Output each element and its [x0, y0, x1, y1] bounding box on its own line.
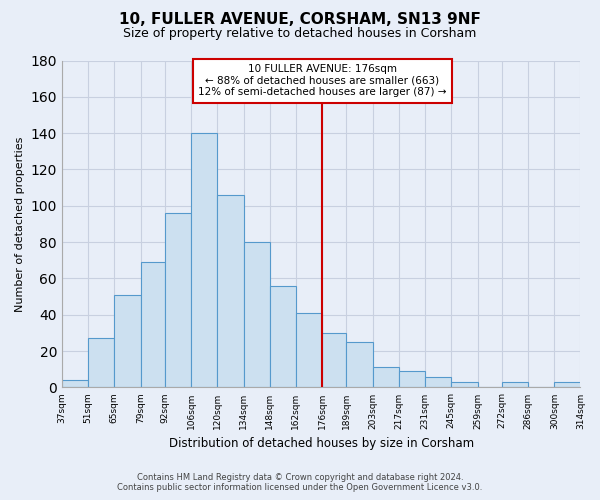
Bar [425, 376, 451, 388]
Text: 10 FULLER AVENUE: 176sqm
← 88% of detached houses are smaller (663)
12% of semi-: 10 FULLER AVENUE: 176sqm ← 88% of detach… [198, 64, 446, 98]
Bar [373, 368, 399, 388]
Bar [191, 133, 217, 388]
Bar [346, 342, 373, 388]
Text: Contains HM Land Registry data © Crown copyright and database right 2024.
Contai: Contains HM Land Registry data © Crown c… [118, 473, 482, 492]
Text: 10, FULLER AVENUE, CORSHAM, SN13 9NF: 10, FULLER AVENUE, CORSHAM, SN13 9NF [119, 12, 481, 28]
Bar [270, 286, 296, 388]
Bar [451, 382, 478, 388]
Bar [322, 333, 346, 388]
Bar [140, 262, 165, 388]
Bar [554, 382, 581, 388]
X-axis label: Distribution of detached houses by size in Corsham: Distribution of detached houses by size … [169, 437, 474, 450]
Text: Size of property relative to detached houses in Corsham: Size of property relative to detached ho… [124, 28, 476, 40]
Bar [115, 295, 140, 388]
Bar [165, 213, 191, 388]
Bar [217, 195, 244, 388]
Bar [502, 382, 528, 388]
Bar [296, 313, 322, 388]
Bar [399, 371, 425, 388]
Bar [62, 380, 88, 388]
Bar [244, 242, 270, 388]
Y-axis label: Number of detached properties: Number of detached properties [15, 136, 25, 312]
Bar [88, 338, 115, 388]
